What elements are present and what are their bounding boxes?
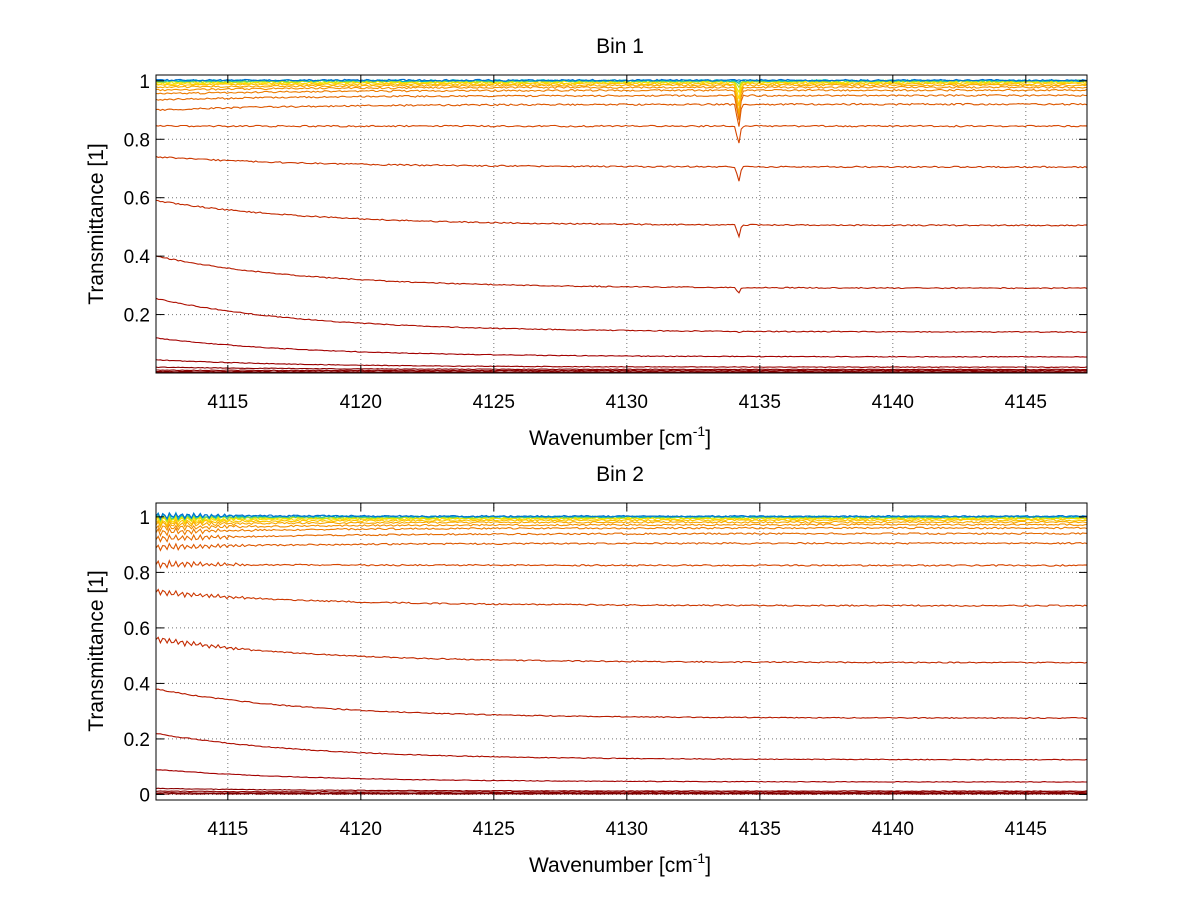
x-tick-label: 4135	[739, 392, 781, 413]
series-line	[155, 790, 1087, 794]
series-lines	[155, 78, 1088, 374]
series-line	[155, 520, 1088, 529]
series-line	[155, 297, 1088, 334]
series-line	[155, 102, 1088, 127]
series-line	[156, 791, 1088, 795]
series-line	[155, 78, 1088, 82]
chart-title: Bin 2	[596, 463, 644, 486]
series-line	[155, 787, 1088, 792]
series-line	[155, 155, 1088, 182]
y-tick-label: 0	[139, 785, 150, 806]
y-tick-label: 0.4	[124, 247, 151, 268]
series-line	[155, 124, 1088, 144]
series-line	[155, 532, 1087, 543]
x-axis-label: Wavenumber [cm-1]	[529, 850, 711, 877]
series-line	[155, 359, 1088, 368]
gridlines	[156, 75, 1087, 373]
x-tick-label: 4115	[207, 392, 248, 413]
x-tick-label: 4125	[473, 819, 515, 840]
x-tick-label: 4135	[739, 819, 781, 840]
x-tick-label: 4115	[207, 819, 248, 840]
x-tick-label: 4140	[872, 819, 914, 840]
series-lines	[155, 511, 1088, 795]
y-tick-labels: 0.2 0.4 0.6 0.8 1	[124, 72, 151, 327]
x-tick-labels: 4115 4120 4125 4130 4135 4140 4145	[207, 392, 1047, 413]
y-tick-label: 0.4	[124, 674, 151, 695]
chart-title: Bin 1	[596, 35, 644, 58]
series-line	[155, 511, 1088, 521]
plot-frame	[155, 74, 1088, 374]
series-line	[155, 85, 1088, 116]
series-line	[155, 370, 1087, 373]
y-tick-label: 0.8	[124, 563, 150, 584]
series-line	[155, 526, 1088, 538]
x-tick-label: 4125	[473, 392, 515, 413]
x-tick-labels: 4115 4120 4125 4130 4135 4140 4145	[207, 819, 1047, 840]
y-axis-label: Transmittance [1]	[85, 570, 108, 731]
y-tick-label: 0.6	[124, 189, 150, 210]
y-tick-label: 1	[139, 72, 150, 93]
y-tick-label: 0.6	[124, 619, 150, 640]
series-line	[155, 83, 1088, 114]
series-line	[155, 523, 1088, 533]
series-line	[155, 513, 1088, 523]
plot-frame	[155, 502, 1088, 801]
gridlines	[156, 503, 1087, 800]
series-line	[155, 688, 1088, 720]
series-line	[156, 369, 1088, 372]
x-tick-label: 4145	[1005, 819, 1047, 840]
series-line	[155, 255, 1088, 294]
y-tick-label: 0.2	[124, 730, 150, 751]
y-tick-label: 1	[139, 508, 150, 529]
x-tick-label: 4120	[340, 392, 382, 413]
series-line	[155, 541, 1088, 552]
panel-bin-1: Bin 1 4115 4120 4125 4130 4135 4140 4145 0.20.…	[85, 35, 1088, 450]
series-line	[155, 366, 1088, 371]
ticks	[156, 503, 1087, 800]
series-line	[155, 636, 1088, 664]
x-tick-label: 4120	[340, 819, 382, 840]
series-line	[155, 337, 1088, 358]
y-tick-labels: 0 0.2 0.4 0.6 0.8 1	[124, 508, 151, 807]
y-tick-label: 0.8	[124, 130, 150, 151]
series-line	[155, 199, 1088, 239]
series-line	[155, 94, 1088, 121]
x-tick-label: 4130	[606, 819, 648, 840]
ticks	[156, 75, 1087, 373]
series-line	[155, 769, 1087, 783]
panel-bin-2: Bin 2 4115 4120 4125 4130 4135 4140 4145 00.20…	[85, 463, 1088, 877]
x-axis-label: Wavenumber [cm-1]	[529, 423, 711, 450]
series-line	[155, 88, 1088, 118]
series-line	[155, 588, 1088, 607]
y-axis-label: Transmittance [1]	[85, 143, 108, 304]
x-tick-label: 4130	[606, 392, 648, 413]
y-tick-label: 0.2	[124, 306, 150, 327]
series-line	[155, 559, 1088, 570]
x-tick-label: 4140	[872, 392, 914, 413]
series-line	[155, 733, 1088, 761]
series-line	[155, 517, 1088, 528]
x-tick-label: 4145	[1005, 392, 1047, 413]
